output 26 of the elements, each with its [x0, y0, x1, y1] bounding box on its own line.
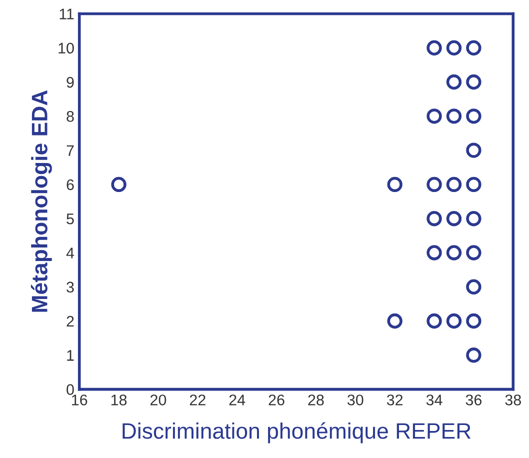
y-tick-label: 3: [66, 282, 74, 293]
y-tick-label: 0: [66, 384, 74, 395]
x-tick-label: 18: [111, 394, 127, 406]
y-tick-label: 9: [66, 76, 74, 88]
x-tick-label: 36: [466, 394, 482, 406]
x-tick-label: 22: [190, 394, 206, 406]
y-tick-label: 7: [66, 145, 74, 156]
y-tick-label: 4: [66, 248, 74, 258]
y-tick-label: 6: [66, 179, 74, 190]
x-tick-label: 32: [386, 394, 403, 406]
x-tick-label: 16: [72, 394, 88, 406]
y-tick-label: 2: [66, 316, 74, 327]
x-tick-label: 20: [150, 394, 166, 406]
y-axis-title: Métaphonologie EDA: [30, 90, 52, 312]
x-tick-label: 30: [347, 394, 364, 406]
x-axis-title: Discrimination phonémique REPER: [122, 422, 471, 444]
x-tick-label: 26: [268, 394, 284, 406]
y-tick-label: 5: [66, 214, 74, 224]
y-tick-label: 8: [66, 111, 74, 122]
x-tick-label: 34: [426, 394, 442, 406]
y-tick-label: 10: [58, 42, 74, 54]
y-tick-label: 1: [67, 350, 74, 361]
x-tick-label: 38: [505, 394, 521, 406]
y-tick-label: 11: [60, 8, 74, 20]
x-tick-label: 28: [308, 394, 324, 406]
x-tick-label: 24: [229, 394, 246, 406]
